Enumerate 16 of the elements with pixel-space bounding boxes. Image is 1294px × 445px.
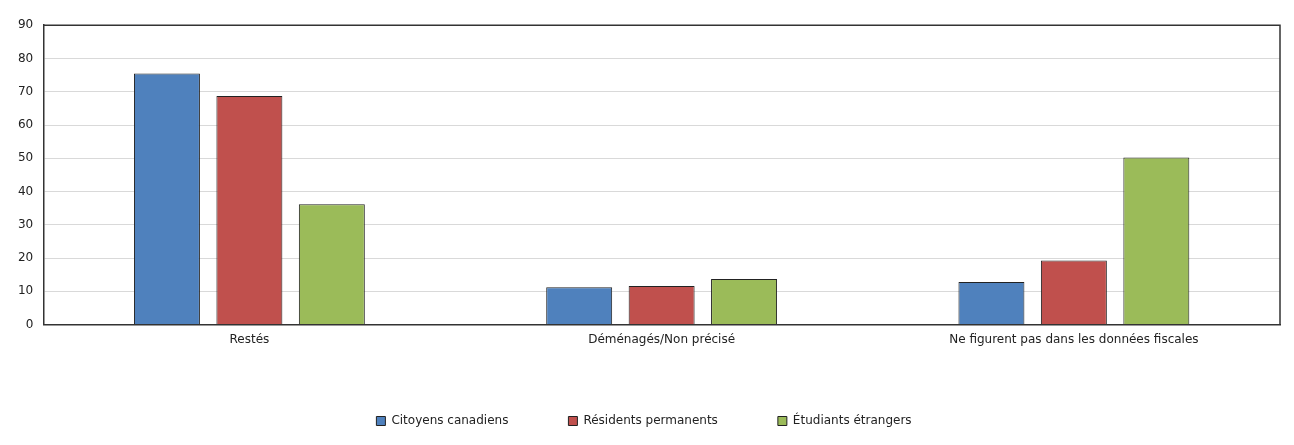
- legend-label: Citoyens canadiens: [391, 413, 509, 428]
- y-tick-label: 70: [17, 83, 34, 98]
- legend-label: Étudiants étrangers: [792, 412, 912, 428]
- legend-label: Résidents permanents: [583, 413, 718, 428]
- x-tick-label: Ne figurent pas dans les données fiscales: [949, 331, 1199, 346]
- y-tick-label: 60: [17, 117, 34, 132]
- y-tick-label: 80: [17, 50, 34, 65]
- x-tick-label: Déménagés/Non précisé: [588, 331, 736, 346]
- x-tick-label: Restés: [229, 331, 270, 346]
- y-tick-label: 20: [17, 250, 34, 265]
- y-tick-label: 30: [17, 216, 34, 231]
- y-tick-label: 50: [17, 150, 34, 165]
- y-tick-label: 40: [17, 183, 34, 198]
- y-tick-label: 0: [25, 316, 34, 331]
- y-tick-label: 10: [17, 283, 34, 298]
- y-tick-label: 90: [17, 17, 34, 32]
